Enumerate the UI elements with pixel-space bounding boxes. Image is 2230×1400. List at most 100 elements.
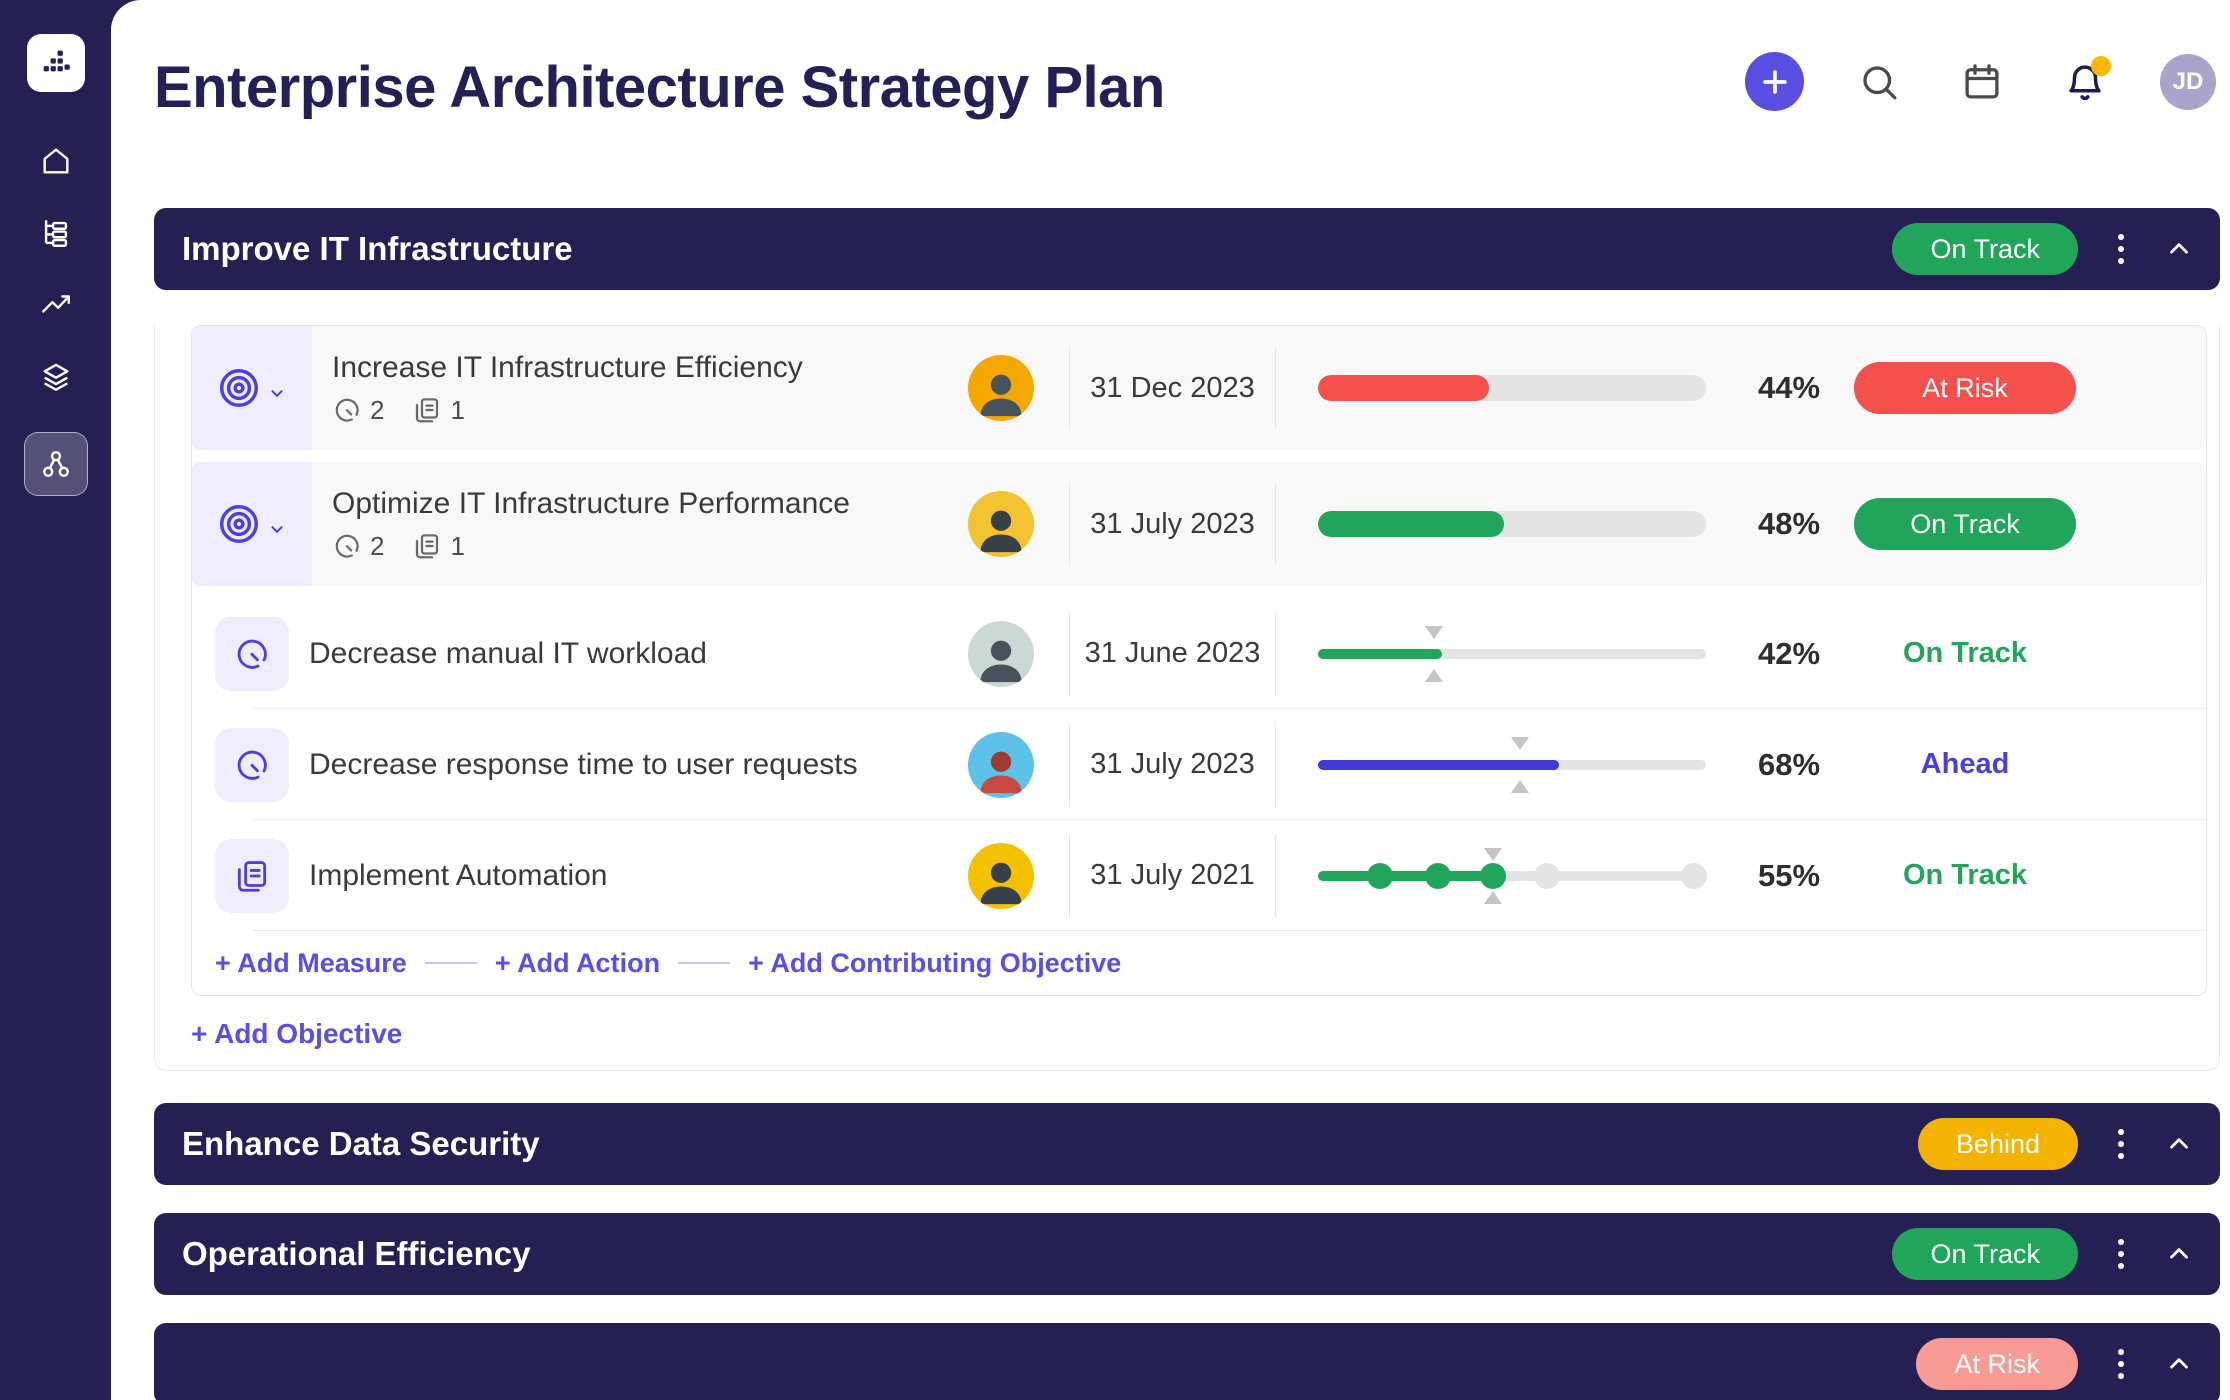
topbar-actions: JD (1745, 48, 2220, 111)
sidebar-item-home[interactable] (33, 138, 79, 184)
objective-section-collapsed: Enhance Data Security Behind (154, 1103, 2220, 1185)
collapse-button[interactable] (2164, 1349, 2194, 1379)
action-icon-tile (215, 838, 289, 913)
kebab-menu-icon[interactable] (2114, 1235, 2128, 1273)
trending-up-icon (41, 295, 70, 313)
objective-section-collapsed: Operational Efficiency On Track (154, 1213, 2220, 1295)
link-divider (678, 962, 731, 964)
gauge-icon (237, 639, 267, 669)
action-count: 1 (412, 531, 465, 562)
section-header[interactable]: At Risk (154, 1323, 2220, 1400)
status-text: On Track (1902, 637, 2028, 669)
person-icon (979, 751, 1022, 793)
measure-count: 2 (332, 395, 384, 426)
owner-avatar[interactable] (967, 731, 1034, 798)
add-measure-button[interactable]: + Add Measure (215, 947, 407, 978)
due-date: 31 June 2023 (1084, 637, 1261, 669)
progress-value: 68% (1757, 746, 1821, 782)
status-badge: On Track (1892, 223, 2078, 275)
owner-avatar[interactable] (967, 620, 1034, 687)
documents-icon (416, 398, 439, 423)
collapse-button[interactable] (2164, 1129, 2194, 1159)
home-icon (42, 148, 69, 174)
add-action-button[interactable]: + Add Action (494, 947, 661, 978)
topbar: Enterprise Architecture Strategy Plan JD (154, 0, 2220, 128)
sidebar-nav (23, 138, 88, 522)
objective-expand-tile[interactable] (192, 326, 312, 450)
person-icon (979, 640, 1022, 682)
chevron-up-icon (2170, 1138, 2188, 1149)
layers-icon (42, 363, 69, 391)
action-row[interactable]: Implement Automation 31 July 2021 (192, 820, 2206, 931)
objective-row[interactable]: Optimize IT Infrastructure Performance 2… (192, 462, 2206, 586)
person-icon (979, 862, 1022, 904)
status-badge: At Risk (1916, 1338, 2078, 1390)
user-avatar[interactable]: JD (2160, 53, 2216, 110)
owner-avatar[interactable] (967, 355, 1034, 421)
gauge-icon (335, 534, 359, 558)
section-header[interactable]: Operational Efficiency On Track (154, 1213, 2220, 1295)
kebab-menu-icon[interactable] (2114, 1345, 2128, 1383)
measure-count: 2 (332, 531, 384, 562)
create-button[interactable] (1745, 52, 1804, 111)
collapse-button[interactable] (2164, 234, 2194, 264)
section-title: Improve IT Infrastructure (182, 230, 573, 267)
notifications-button[interactable] (2057, 54, 2113, 110)
progress-value: 48% (1757, 506, 1821, 541)
chevron-down-icon (271, 390, 283, 397)
sidebar-item-reports[interactable] (33, 282, 79, 328)
person-icon (979, 374, 1022, 417)
progress-bar (1276, 759, 1724, 770)
owner-avatar[interactable] (967, 842, 1034, 909)
hierarchy-icon (44, 220, 67, 247)
objective-group: Increase IT Infrastructure Efficiency 2 … (191, 325, 2207, 996)
sidebar (0, 0, 111, 1400)
measure-icon-tile (215, 616, 289, 691)
add-links-row: + Add Measure + Add Action + Add Contrib… (192, 931, 2206, 995)
status-badge: On Track (1892, 1228, 2078, 1280)
status-text: Ahead (1920, 748, 2010, 780)
add-objective-button[interactable]: + Add Objective (191, 1018, 403, 1049)
network-icon (42, 451, 69, 477)
chevron-down-icon (271, 526, 283, 533)
due-date: 31 July 2023 (1090, 748, 1255, 780)
search-button[interactable] (1851, 54, 1907, 110)
objective-expand-tile[interactable] (192, 462, 312, 586)
row-title: Increase IT Infrastructure Efficiency (332, 350, 803, 384)
section-title: Enhance Data Security (182, 1125, 540, 1162)
calendar-button[interactable] (1954, 54, 2010, 110)
sidebar-item-strategy-map[interactable] (23, 432, 88, 496)
collapse-button[interactable] (2164, 1239, 2194, 1269)
due-date: 31 July 2023 (1090, 507, 1255, 540)
page-title: Enterprise Architecture Strategy Plan (154, 55, 1165, 120)
status-badge: On Track (1854, 498, 2076, 550)
chevron-up-icon (2170, 1358, 2188, 1369)
section-body: Increase IT Infrastructure Efficiency 2 … (154, 325, 2220, 1071)
row-title: Optimize IT Infrastructure Performance (332, 486, 850, 520)
row-title: Decrease response time to user requests (309, 747, 858, 781)
main-content: Enterprise Architecture Strategy Plan JD (111, 0, 2230, 1400)
progress-value: 44% (1757, 370, 1821, 405)
notification-dot (2091, 55, 2111, 76)
owner-avatar[interactable] (967, 491, 1034, 557)
measure-row[interactable]: Decrease response time to user requests … (192, 709, 2206, 820)
add-contributing-objective-button[interactable]: + Add Contributing Objective (748, 947, 1122, 978)
measure-row[interactable]: Decrease manual IT workload 31 June 2023 (192, 598, 2206, 709)
progress-bar (1276, 511, 1724, 537)
progress-bar (1276, 375, 1724, 401)
milestone-dot-done (1479, 862, 1506, 889)
documents-icon (237, 860, 267, 892)
progress-value: 55% (1757, 857, 1821, 893)
objective-row[interactable]: Increase IT Infrastructure Efficiency 2 … (192, 326, 2206, 450)
sidebar-item-layers[interactable] (33, 354, 79, 400)
objective-section-collapsed: At Risk (154, 1323, 2220, 1400)
section-header[interactable]: Enhance Data Security Behind (154, 1103, 2220, 1185)
kebab-menu-icon[interactable] (2114, 230, 2128, 268)
plus-icon (1762, 69, 1787, 94)
kebab-menu-icon[interactable] (2114, 1125, 2128, 1163)
target-icon (220, 505, 258, 543)
sidebar-item-plans[interactable] (33, 210, 79, 256)
chevron-up-icon (2170, 1248, 2188, 1259)
app-logo[interactable] (26, 34, 85, 92)
section-header[interactable]: Improve IT Infrastructure On Track (154, 208, 2220, 290)
